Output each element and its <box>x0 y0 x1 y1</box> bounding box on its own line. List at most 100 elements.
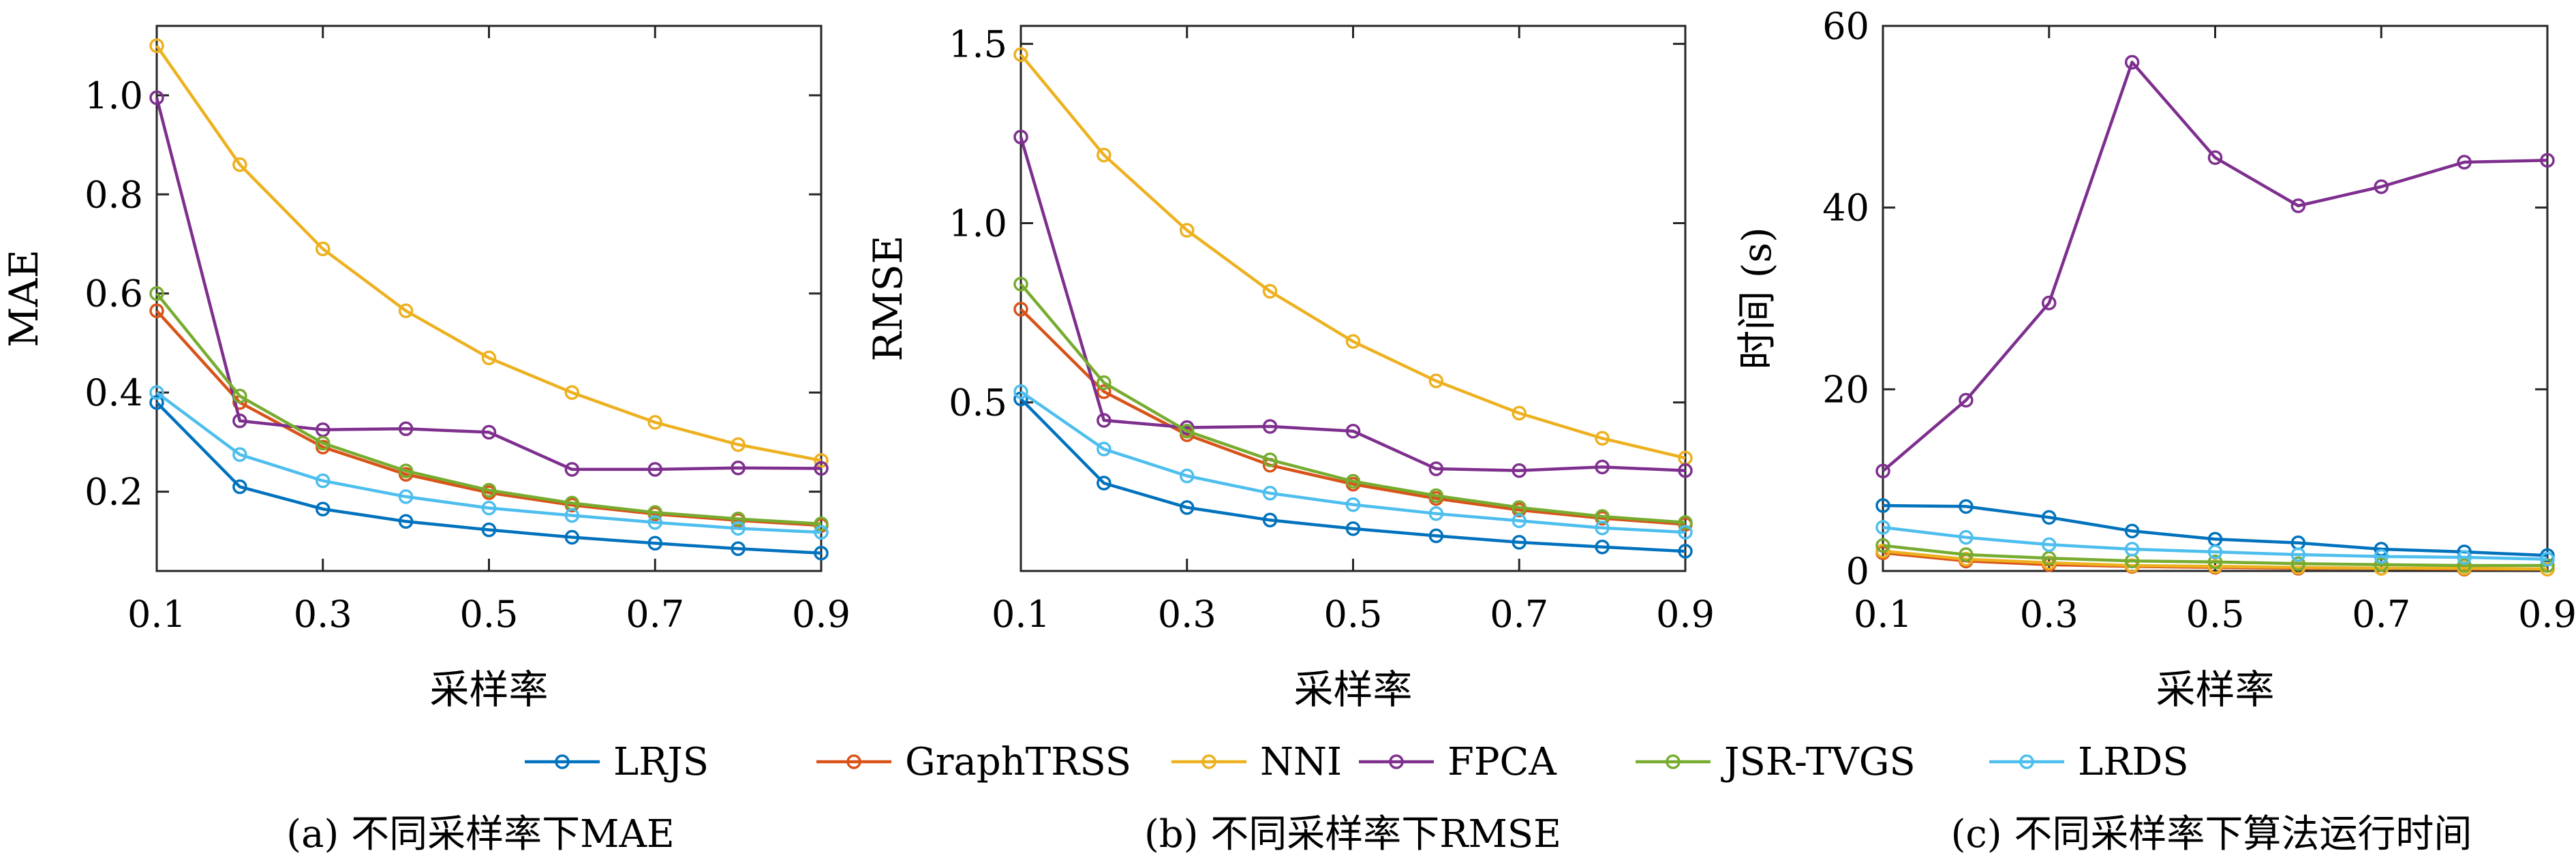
data-point <box>814 525 829 540</box>
data-point <box>564 508 580 523</box>
data-point <box>731 460 746 476</box>
data-point <box>1959 547 1974 562</box>
data-point <box>232 388 247 404</box>
data-point <box>398 514 414 529</box>
data-point <box>731 521 746 536</box>
data-point <box>564 462 580 477</box>
series-line <box>1019 390 1686 534</box>
data-point <box>1097 476 1111 491</box>
legend-label: LRJS <box>613 740 709 784</box>
data-point <box>1595 539 1610 555</box>
data-point <box>316 241 331 257</box>
data-point <box>1097 442 1111 457</box>
y-axis-label: 时间 (s) <box>1734 227 1780 369</box>
series-line <box>155 44 822 463</box>
data-point <box>1262 486 1278 501</box>
data-point <box>814 461 829 476</box>
data-point <box>1097 147 1111 163</box>
data-point <box>2124 523 2140 539</box>
data-point <box>1180 468 1195 484</box>
series-lrds <box>1875 520 2555 567</box>
data-point <box>2207 544 2223 559</box>
y-tick-label: 0.4 <box>85 371 143 414</box>
data-point <box>2374 557 2389 572</box>
data-point <box>1345 521 1361 536</box>
data-point <box>1875 538 1890 553</box>
data-point <box>731 437 746 452</box>
data-point <box>149 385 164 400</box>
chart-caption: (b) 不同采样率下RMSE <box>1144 812 1561 856</box>
data-point <box>232 413 247 429</box>
data-point <box>232 157 247 172</box>
data-point <box>1428 528 1444 544</box>
data-point <box>2374 179 2389 194</box>
legend-swatch-marker <box>1666 754 1681 769</box>
data-point <box>149 303 164 318</box>
data-point <box>1013 47 1028 62</box>
x-tick-label: 0.9 <box>792 593 850 636</box>
data-point <box>1262 419 1278 434</box>
data-point <box>2124 542 2140 557</box>
legend: LRJS GraphTRSS NNI FPCA JSR-TVGS LRDS <box>525 740 2189 784</box>
data-point <box>1959 392 1974 408</box>
data-point <box>2042 551 2057 566</box>
chart-panel-1: 0.1 0.3 0.5 0.7 0.9 0.2 0.4 0.6 0.8 1.0 采样率 MAE <box>1 25 850 713</box>
legend-label: JSR-TVGS <box>1721 740 1916 784</box>
data-point <box>398 489 414 504</box>
data-point <box>1595 521 1610 536</box>
data-point <box>1428 488 1444 504</box>
series-jsr-tvgs <box>1875 538 2555 573</box>
series-line <box>155 401 822 555</box>
series-line <box>1019 283 1686 525</box>
series-lrds <box>149 385 829 540</box>
x-tick-label: 0.7 <box>626 593 684 636</box>
series-nni <box>149 38 829 468</box>
series-line <box>1019 136 1686 472</box>
data-point <box>1959 499 1974 514</box>
legend-item-graphtrss: GraphTRSS <box>816 740 1131 784</box>
data-point <box>647 536 662 551</box>
data-point <box>1180 423 1195 439</box>
data-point <box>564 529 580 545</box>
y-axis-label: MAE <box>1 249 47 347</box>
data-point <box>2290 556 2306 572</box>
data-point <box>1345 497 1361 512</box>
x-axis-label: 采样率 <box>429 666 548 713</box>
chart-caption: (a) 不同采样率下MAE <box>286 812 675 856</box>
data-point <box>398 421 414 437</box>
data-point <box>398 463 414 478</box>
data-point <box>2124 558 2140 573</box>
data-point <box>2124 55 2140 70</box>
series-line <box>155 391 822 534</box>
data-point <box>2207 150 2223 166</box>
data-point <box>1345 474 1361 489</box>
data-point <box>2207 559 2223 574</box>
data-point <box>2540 551 2555 567</box>
y-tick-label: 0.6 <box>85 273 143 315</box>
x-tick-label: 0.1 <box>992 593 1050 636</box>
data-point <box>2290 547 2306 562</box>
y-tick-label: 20 <box>1822 368 1869 411</box>
series-line <box>1019 397 1686 553</box>
data-point <box>1959 529 1974 545</box>
x-tick-label: 0.3 <box>294 593 352 636</box>
legend-label: NNI <box>1260 740 1342 784</box>
data-point <box>647 514 662 530</box>
data-point <box>481 500 497 516</box>
data-point <box>481 424 497 440</box>
data-point <box>1875 543 1890 559</box>
data-point <box>1180 500 1195 515</box>
data-point <box>149 90 164 106</box>
data-point <box>814 546 829 561</box>
x-tick-label: 0.5 <box>2186 593 2245 636</box>
data-point <box>1097 413 1111 428</box>
data-point <box>149 285 164 301</box>
chart-panel-3: 0.1 0.3 0.5 0.7 0.9 0 20 40 60 采样率 时间 (s) <box>1734 5 2576 713</box>
series-line <box>1019 308 1686 526</box>
data-point <box>1875 498 1890 513</box>
series-fpca <box>149 90 829 477</box>
y-tick-label: 60 <box>1822 5 1869 48</box>
data-point <box>1262 283 1278 299</box>
data-point <box>731 541 746 557</box>
data-point <box>149 38 164 53</box>
